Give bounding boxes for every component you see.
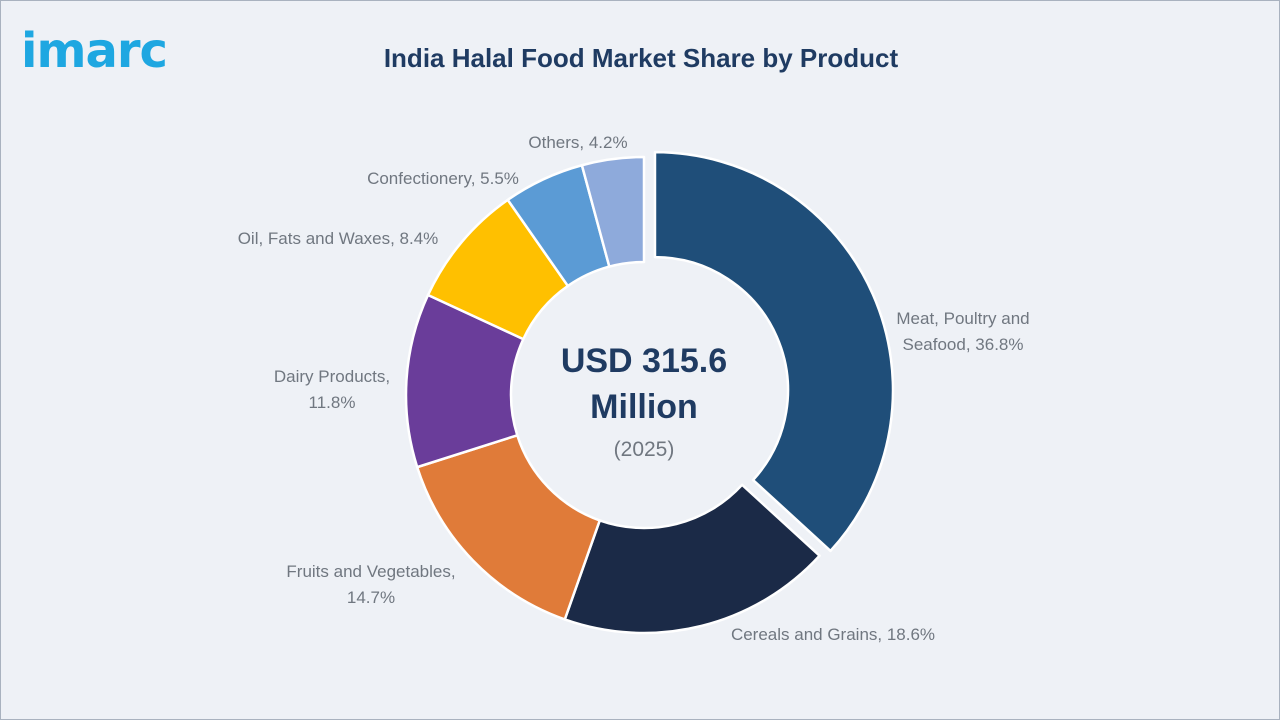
pie-slice-1 [563,483,821,635]
slice-label-line: 11.8% [309,393,356,412]
slice-label-line: Seafood, 36.8% [903,335,1024,354]
slice-label-3: Dairy Products, 11.8% [274,367,390,412]
slice-label-line: Others, 4.2% [528,133,627,152]
center-market-value: USD 315.6 [561,342,727,380]
slice-label-2: Fruits and Vegetables, 14.7% [286,562,455,607]
slice-label-line: Oil, Fats and Waxes, 8.4% [238,229,439,248]
slice-label-0: Meat, Poultry and Seafood, 36.8% [896,309,1029,354]
slice-label-6: Others, 4.2% [528,133,627,152]
imarc-logo: imarc [21,23,168,79]
slice-label-line: Dairy Products, [274,367,390,386]
pie-slice-2 [415,434,601,621]
slice-label-line: 14.7% [347,588,395,607]
chart-title: India Halal Food Market Share by Product [383,43,899,73]
slice-label-line: Cereals and Grains, 18.6% [731,625,935,644]
slice-label-line: Meat, Poultry and [896,309,1029,328]
center-market-value: Million [590,388,698,426]
center-year: (2025) [614,438,675,461]
slice-label-1: Cereals and Grains, 18.6% [731,625,935,644]
pie-slice-0 [653,150,895,553]
pie-slice-6 [580,155,646,268]
slice-label-5: Confectionery, 5.5% [367,169,519,188]
slice-label-line: Fruits and Vegetables, [286,562,455,581]
slice-label-4: Oil, Fats and Waxes, 8.4% [238,229,439,248]
slice-label-line: Confectionery, 5.5% [367,169,519,188]
